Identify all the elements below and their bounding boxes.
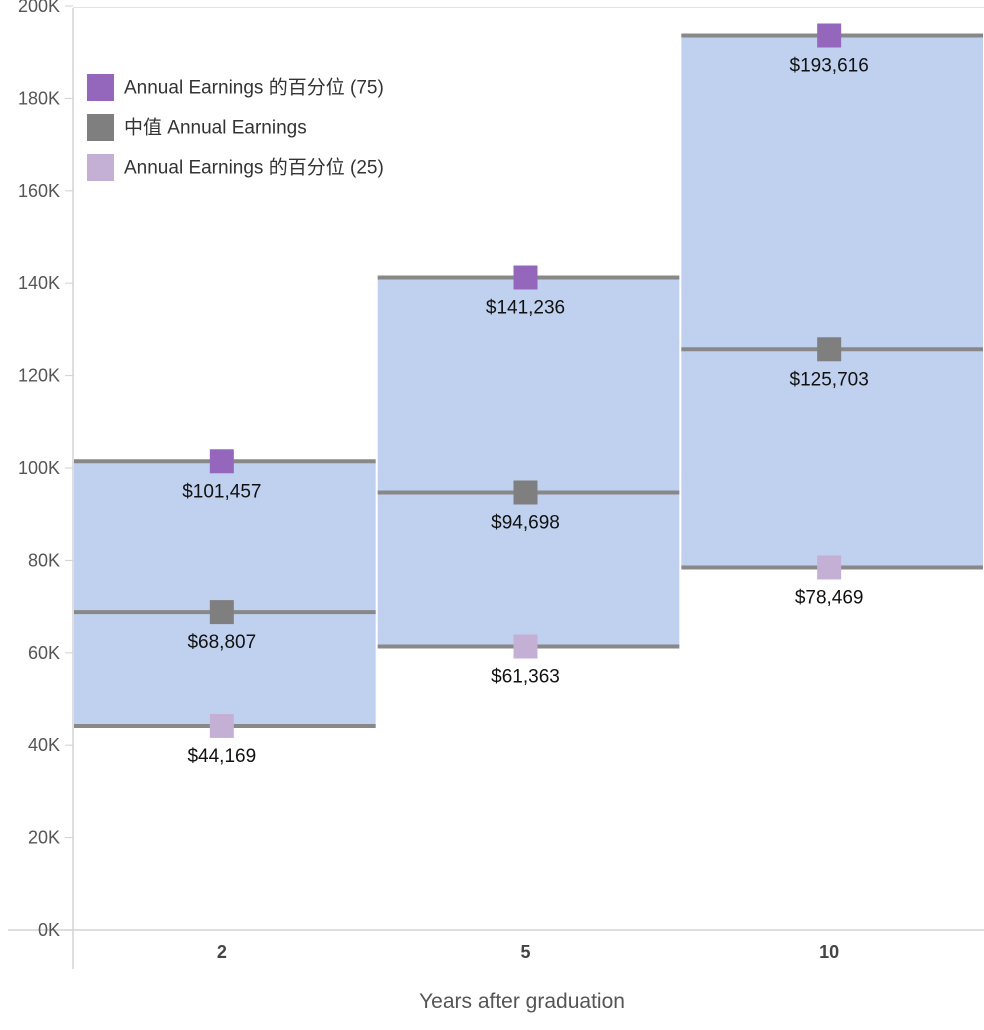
marker-point (209, 600, 234, 625)
y-tick-label: 20K (28, 828, 60, 848)
legend-label: 中值 Annual Earnings (124, 117, 307, 139)
marker-point (817, 337, 842, 362)
x-tick-label: 10 (819, 942, 839, 962)
data-label: $94,698 (491, 512, 560, 533)
y-tick-label: 80K (28, 550, 60, 570)
legend-swatch (87, 74, 114, 101)
y-ticks-layer: 0K 20K 40K 60K 80K 100K 120K 140K 160K 180K 200K (18, 0, 73, 940)
y-tick-label: 0K (38, 920, 60, 940)
data-label: $193,616 (790, 55, 869, 76)
legend-swatch (87, 114, 114, 141)
bands-layer (74, 35, 983, 726)
axes-layer (8, 7, 984, 969)
x-axis-title: Years after graduation (419, 990, 625, 1013)
marker-point (513, 265, 538, 290)
y-tick-label: 200K (18, 0, 60, 16)
y-tick-label: 60K (28, 643, 60, 663)
y-tick-label: 40K (28, 735, 60, 755)
range-band-2 (74, 461, 376, 726)
legend-label: Annual Earnings 的百分位 (25) (124, 157, 384, 179)
data-labels-layer: $101,457 $141,236 $193,616 $68,807 $94,698 $1… (182, 55, 869, 766)
marker-point (513, 480, 538, 505)
x-tick-label: 2 (217, 942, 227, 962)
data-label: $141,236 (486, 297, 565, 318)
data-label: $78,469 (795, 587, 864, 608)
y-tick-label: 160K (18, 181, 60, 201)
y-tick-label: 120K (18, 366, 60, 386)
marker-point (513, 634, 538, 659)
y-tick-label: 140K (18, 273, 60, 293)
legend-label: Annual Earnings 的百分位 (75) (124, 77, 384, 99)
legend-swatch (87, 154, 114, 181)
x-tick-label: 5 (520, 942, 530, 962)
marker-point (209, 449, 234, 474)
data-label: $125,703 (790, 369, 869, 390)
data-label: $61,363 (491, 667, 560, 688)
marker-point (817, 555, 842, 580)
markers-layer (209, 23, 842, 738)
x-ticks-layer: 2 5 10 (217, 942, 839, 962)
marker-point (817, 23, 842, 48)
data-label: $44,169 (187, 746, 256, 767)
y-tick-label: 180K (18, 88, 60, 108)
range-band-5 (377, 277, 680, 647)
range-band-10 (681, 35, 983, 568)
marker-point (209, 713, 234, 738)
legend: Annual Earnings 的百分位 (75) 中值 Annual Earni… (87, 74, 384, 181)
data-label: $101,457 (182, 481, 261, 502)
y-tick-label: 100K (18, 458, 60, 478)
data-label: $68,807 (187, 632, 256, 653)
